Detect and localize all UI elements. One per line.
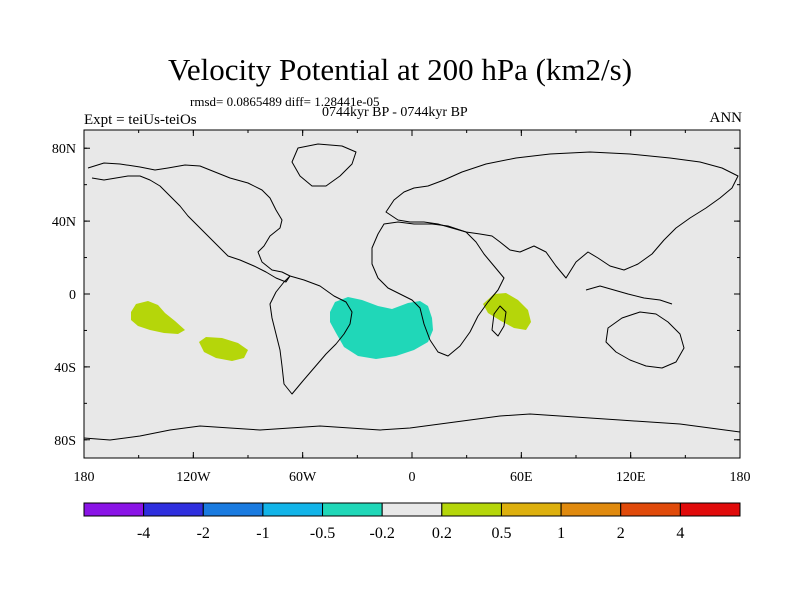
coastline-australia [605,311,685,369]
colorbar-label: 1 [557,525,565,542]
lat-label: 80N [52,142,76,157]
colorbar-swatch [620,502,681,517]
map-panel [84,130,740,458]
colorbar-swatch [143,502,204,517]
colorbar-swatch [381,502,443,517]
lon-label: 60W [289,470,317,485]
colorbar-swatch [679,502,741,517]
lat-label: 40N [52,215,76,230]
colorbar-label: -1 [256,525,269,542]
lat-label: 0 [69,288,76,303]
lon-label: 0 [409,470,416,485]
coastline-madagascar [491,305,507,337]
coastline-greenland [291,143,357,187]
lon-label: 180 [74,470,95,485]
anomaly-east-africa-positive [483,293,531,330]
colorbar-label: 4 [676,525,684,542]
colorbar-label: -0.5 [310,525,335,542]
colorbar-swatch [202,502,264,517]
plot-title: Velocity Potential at 200 hPa (km2/s) [167,52,633,87]
colorbar-swatch [83,502,145,517]
colorbar-label: 0.5 [491,525,511,542]
anomaly-south-atlantic-negative [330,297,433,359]
rmsd-diff-stats: rmsd= 0.0865489 diff= 1.28441e-05 [190,94,380,109]
coastline-africa [371,221,505,357]
colorbar-label: -4 [137,525,150,542]
season-label: ANN [709,110,743,126]
coastline-north-america [87,162,291,283]
coastline-antarctica [84,413,740,441]
colorbar-swatch [500,502,562,517]
colorbar-swatch [560,502,622,517]
lon-label: 60E [510,470,533,485]
anomaly-southeast-pacific-positive-west [131,301,185,334]
colorbar-label: -2 [197,525,210,542]
lon-label: 120E [616,470,646,485]
experiment-label: Expt = teiUs-teiOs [84,112,197,128]
anomaly-southeast-pacific-positive-east [199,337,248,361]
time-period: 0744kyr BP - 0744kyr BP [322,105,468,120]
colorbar-label: 0.2 [432,525,452,542]
coastline-eurasia [385,151,739,279]
colorbar-swatch [322,502,383,517]
coastline-maritime-continent [585,285,673,305]
colorbar-label: -0.2 [370,525,395,542]
lat-label: 80S [54,434,76,449]
lon-label: 180 [730,470,751,485]
colorbar-swatch [262,502,324,517]
coastline-south-america [269,275,353,395]
colorbar-swatch [441,502,502,517]
lon-label: 120W [176,470,211,485]
colorbar-label: 2 [617,525,625,542]
lat-label: 40S [54,361,76,376]
